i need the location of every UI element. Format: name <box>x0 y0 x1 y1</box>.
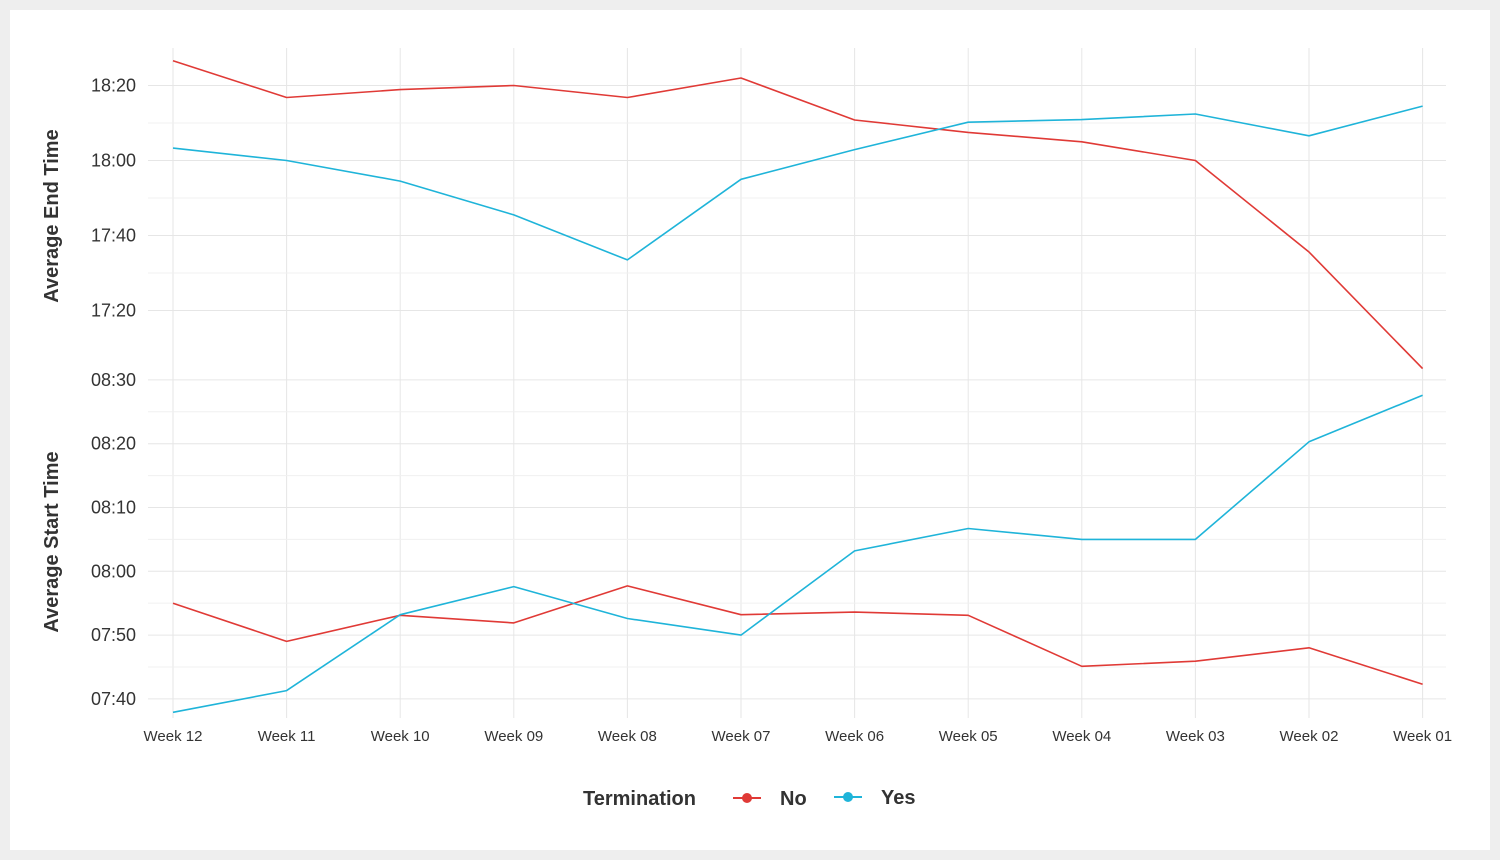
chart-card: Week 12 Week 11 Week 10 Week 09 Week 08 Week … <box>10 10 1490 850</box>
legend-title: Termination <box>583 788 696 810</box>
y-axis-title-end: Average End Time <box>41 129 63 302</box>
legend-swatch-dot-yes <box>843 792 853 802</box>
gridlines <box>148 48 1446 718</box>
series-line-end-no <box>172 60 1424 370</box>
y-tick-label-start: 07:50 <box>91 625 136 645</box>
x-tick-label: Week 05 <box>939 728 998 745</box>
x-tick-label: Week 11 <box>258 728 316 745</box>
series-line-start-no <box>172 585 1423 685</box>
x-tick-label: Week 03 <box>1166 728 1225 745</box>
x-tick-label: Week 09 <box>484 728 543 745</box>
y-tick-label-end: 18:00 <box>91 151 136 171</box>
legend-swatch-dot-no <box>742 793 752 803</box>
series-line-end-yes <box>172 105 1423 261</box>
x-tick-label: Week 02 <box>1280 728 1339 745</box>
chart: Week 12 Week 11 Week 10 Week 09 Week 08 Week … <box>41 48 1452 810</box>
x-tick-label: Week 01 <box>1393 728 1452 745</box>
legend-item-no: No <box>733 788 807 810</box>
y-tick-label-start: 08:00 <box>91 561 136 581</box>
x-tick-label: Week 12 <box>144 728 203 745</box>
y-tick-label-start: 08:10 <box>91 497 136 517</box>
x-tick-label: Week 10 <box>371 728 430 745</box>
y-tick-label-start: 08:30 <box>91 370 136 390</box>
x-tick-label: Week 07 <box>712 728 771 745</box>
y-tick-label-end: 17:20 <box>91 301 136 321</box>
y-tick-label-end: 18:20 <box>91 76 136 96</box>
y-tick-label-start: 08:20 <box>91 434 136 454</box>
legend: Termination No Yes <box>583 787 915 810</box>
y-tick-label-start: 07:40 <box>91 689 136 709</box>
tick-labels: Week 12 Week 11 Week 10 Week 09 Week 08 Week … <box>91 76 1452 746</box>
legend-label-yes: Yes <box>881 787 915 809</box>
legend-label-no: No <box>780 788 807 810</box>
x-tick-label: Week 06 <box>825 728 884 745</box>
legend-item-yes: Yes <box>834 787 915 809</box>
x-tick-label: Week 04 <box>1052 728 1111 745</box>
y-axis-title-start: Average Start Time <box>41 451 63 632</box>
y-tick-label-end: 17:40 <box>91 226 136 246</box>
series-line-start-yes <box>172 394 1423 714</box>
x-tick-label: Week 08 <box>598 728 657 745</box>
series-lines <box>172 60 1424 714</box>
